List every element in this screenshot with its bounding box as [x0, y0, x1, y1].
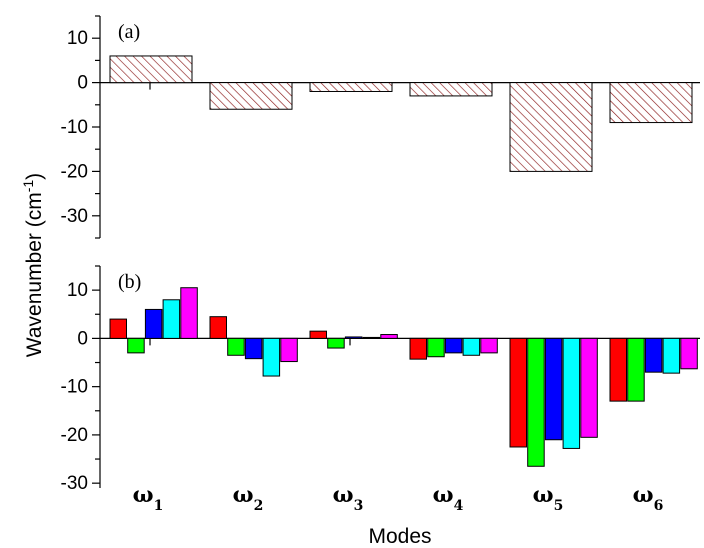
- panel-a-label: (a): [118, 21, 140, 43]
- panel-b-bar: [427, 337, 445, 358]
- panel-a-bar: [409, 82, 493, 97]
- panel-a: 10 0 -10 -20 -30 (a): [61, 15, 700, 239]
- y-axis-title: Wavenumber (cm-1): [20, 173, 46, 357]
- panel-a-y-tick-label: 0: [77, 73, 88, 94]
- x-category-symbol: ω: [633, 482, 654, 508]
- x-category-subscript: 5: [554, 498, 564, 514]
- panel-b-bar: [327, 337, 345, 349]
- panel-b-y-tick-label: 0: [77, 328, 88, 349]
- y-axis-title-sup: -1: [20, 180, 36, 193]
- panel-a-y-tick-label: 10: [67, 28, 88, 49]
- panel-b-bar: [209, 316, 227, 339]
- panel-b-label: (b): [118, 271, 141, 293]
- panel-b-y-tick-label: -20: [61, 425, 88, 446]
- x-category-subscript: 2: [254, 498, 264, 514]
- panel-a-bar: [309, 82, 393, 92]
- panel-b-bar: [380, 334, 398, 339]
- x-category-symbol: ω: [433, 482, 454, 508]
- panel-b-bar: [109, 318, 127, 339]
- x-category-symbol: ω: [333, 482, 354, 508]
- panel-a-y-tick-label: -30: [61, 206, 88, 227]
- x-category-subscript: 4: [454, 498, 464, 514]
- panel-b-y-tick-label: -10: [61, 377, 88, 398]
- panel-b-bar: [462, 337, 481, 356]
- panel-b-bar: [609, 337, 627, 402]
- panel-b-bar: [362, 336, 381, 339]
- panel-b-bar: [627, 337, 645, 402]
- panel-b-y-tick-label: 10: [67, 280, 88, 301]
- panel-a-y-tick-label: -10: [61, 117, 88, 138]
- x-category-label: ω1: [133, 482, 164, 514]
- panel-b-bar: [562, 337, 581, 449]
- x-category-label: ω3: [333, 482, 364, 514]
- x-category-subscript: 1: [154, 498, 164, 514]
- x-category-subscript: 3: [354, 498, 364, 514]
- panel-a-bar: [509, 82, 593, 172]
- panel-b-bar: [444, 337, 463, 354]
- panel-b-bar: [480, 337, 498, 354]
- x-category-label: ω2: [233, 482, 264, 514]
- panel-b-bar: [280, 337, 298, 363]
- panel-b-bar: [309, 330, 327, 339]
- panel-b-bar: [180, 287, 198, 339]
- x-category-symbol: ω: [533, 482, 554, 508]
- x-category-subscript: 6: [654, 498, 664, 514]
- panel-b-bar: [127, 337, 145, 354]
- x-category-symbol: ω: [133, 482, 154, 508]
- x-category-label: ω4: [433, 482, 464, 514]
- panel-b-bar: [662, 337, 681, 374]
- x-category-symbol: ω: [233, 482, 254, 508]
- panel-a-bar: [609, 82, 693, 124]
- panel-b-bar: [509, 337, 527, 448]
- panel-a-bar: [109, 55, 193, 84]
- x-category-label: ω5: [533, 482, 564, 514]
- y-axis-title-close: ): [23, 173, 46, 180]
- panel-a-y-tick-label: -20: [61, 161, 88, 182]
- panel-b-bar: [144, 308, 163, 339]
- panel-b-bar: [580, 337, 598, 438]
- panel-b-bar: [680, 337, 698, 370]
- panel-b-bar: [262, 337, 281, 377]
- panel-b-bar: [544, 337, 563, 441]
- panel-b-bar: [644, 337, 663, 373]
- panel-b-bar: [162, 299, 181, 339]
- panel-b-y-tick-label: -30: [61, 473, 88, 494]
- x-category-label: ω6: [633, 482, 664, 514]
- y-axis-title-text: Wavenumber (cm: [23, 192, 46, 357]
- panel-b-bar: [409, 337, 427, 360]
- panel-a-bar: [209, 82, 293, 110]
- panel-b-bar: [227, 337, 245, 356]
- panel-b-bar: [344, 336, 363, 339]
- x-axis-title: Modes: [368, 525, 431, 548]
- panel-b: 10 0 -10 -20 -30 (b): [61, 265, 700, 494]
- panel-b-bar: [244, 337, 263, 360]
- panel-b-bar: [527, 337, 545, 467]
